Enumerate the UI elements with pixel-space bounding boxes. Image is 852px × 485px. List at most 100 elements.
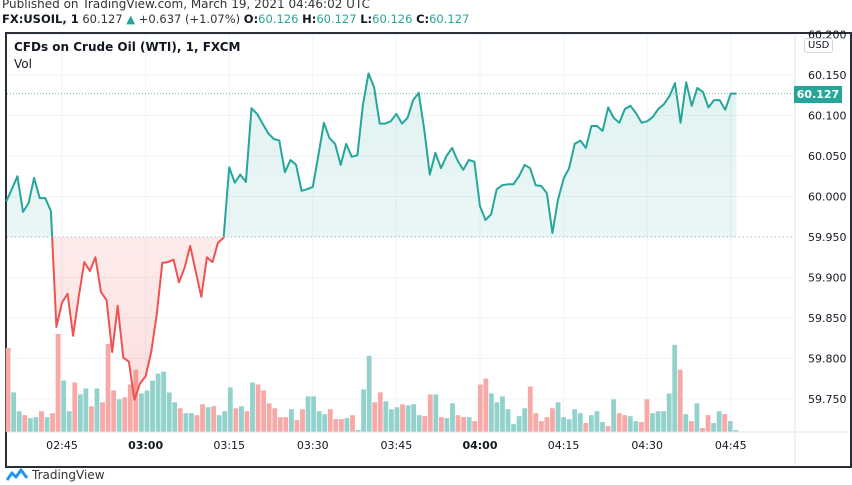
volume-bar xyxy=(5,347,11,432)
volume-bar xyxy=(50,413,55,432)
volume-bar xyxy=(177,408,183,432)
volume-bar xyxy=(72,382,78,432)
volume-bar xyxy=(411,404,417,432)
volume-bar xyxy=(200,404,205,432)
volume-bar xyxy=(711,423,716,432)
volume-bar xyxy=(377,392,383,432)
volume-bar xyxy=(66,411,72,432)
volume-bar xyxy=(266,403,272,432)
volume-bar xyxy=(216,415,222,432)
price-tick-label: 59.750 xyxy=(808,393,847,406)
brand-name: TradingView xyxy=(32,468,105,482)
volume-bar xyxy=(583,423,589,432)
chart-frame xyxy=(5,32,852,468)
volume-bar xyxy=(61,380,67,432)
volume-bar xyxy=(611,399,616,432)
volume-bar xyxy=(700,428,705,432)
volume-bar xyxy=(11,392,17,432)
open-value: 60.126 xyxy=(258,12,299,26)
tradingview-logo[interactable]: TradingView xyxy=(6,468,105,482)
volume-bar xyxy=(239,406,244,432)
volume-bar xyxy=(355,430,361,432)
volume-bar xyxy=(361,389,367,432)
price-change: +0.637 (+1.07%) xyxy=(138,12,241,26)
volume-bars xyxy=(5,333,739,432)
volume-bar xyxy=(189,413,194,432)
volume-bar xyxy=(716,411,722,432)
volume-bar xyxy=(616,413,622,432)
currency-badge[interactable]: USD xyxy=(804,38,834,53)
volume-bar xyxy=(527,386,533,432)
volume-bar xyxy=(316,411,322,432)
time-axis[interactable]: 02:45 03:00 03:15 03:30 03:45 04:00 04:15 04:30… xyxy=(46,439,746,452)
volume-bar xyxy=(33,417,39,432)
volume-bar xyxy=(622,415,628,432)
close-value: 60.127 xyxy=(429,12,470,26)
volume-bar xyxy=(55,333,61,432)
high-value: 60.127 xyxy=(316,12,357,26)
volume-bar xyxy=(289,409,294,432)
price-tick-label: 59.900 xyxy=(808,272,847,285)
volume-bar xyxy=(366,355,372,432)
current-price-label: 60.127 xyxy=(794,86,842,103)
volume-bar xyxy=(522,408,528,432)
volume-bar xyxy=(122,397,128,432)
symbol-bar: FX:USOIL, 1 60.127 ▲ +0.637 (+1.07%) O:6… xyxy=(2,12,469,26)
open-label: O: xyxy=(243,12,259,26)
price-tick-label: 60.150 xyxy=(808,69,847,82)
volume-bar xyxy=(450,403,455,432)
volume-bar xyxy=(344,418,350,432)
symbol-name: FX:USOIL, 1 xyxy=(2,12,79,26)
volume-bar xyxy=(405,405,411,432)
volume-bar xyxy=(483,378,489,432)
volume-bar xyxy=(466,417,472,432)
volume-bar xyxy=(438,417,444,432)
volume-bar xyxy=(494,402,500,432)
volume-bar xyxy=(577,413,583,432)
volume-bar xyxy=(161,371,167,432)
volume-bar xyxy=(388,409,394,432)
volume-bar xyxy=(150,380,155,432)
volume-bar xyxy=(44,417,50,432)
up-triangle-icon: ▲ xyxy=(126,12,136,26)
volume-bar xyxy=(600,422,605,432)
time-tick-label: 03:45 xyxy=(381,439,413,452)
volume-bar xyxy=(511,424,517,432)
price-line-up xyxy=(5,72,737,237)
volume-bar xyxy=(16,411,22,432)
volume-bar xyxy=(444,418,450,432)
area-above-baseline xyxy=(6,73,737,237)
volume-bar xyxy=(127,384,133,432)
time-tick-label: 03:30 xyxy=(297,439,329,452)
volume-bar xyxy=(566,419,572,432)
reference-lines xyxy=(7,93,795,238)
volume-bar xyxy=(255,384,261,432)
volume-bar xyxy=(644,399,650,432)
volume-bar xyxy=(672,344,678,432)
volume-bar xyxy=(166,392,172,432)
time-tick-label: 02:45 xyxy=(46,439,78,452)
time-tick-label: 04:30 xyxy=(631,439,663,452)
volume-bar xyxy=(383,401,389,432)
volume-bar xyxy=(183,413,189,432)
volume-bar xyxy=(300,409,305,432)
volume-legend: Vol xyxy=(14,57,32,71)
volume-bar xyxy=(605,426,611,432)
volume-bar xyxy=(311,396,317,432)
volume-bar xyxy=(133,369,139,432)
time-tick-label: 04:00 xyxy=(462,439,497,452)
volume-bar xyxy=(27,418,33,432)
published-caption: Published on TradingView.com, March 19, … xyxy=(2,0,370,11)
volume-bar xyxy=(222,411,228,432)
volume-bar xyxy=(116,399,122,432)
time-tick-label: 04:45 xyxy=(715,439,747,452)
volume-bar xyxy=(261,390,267,432)
volume-bar xyxy=(400,404,405,432)
price-tick-label: 59.850 xyxy=(808,312,847,325)
volume-bar xyxy=(39,411,44,432)
volume-bar xyxy=(100,402,105,432)
volume-bar xyxy=(666,393,672,432)
volume-bar xyxy=(194,415,200,432)
volume-bar xyxy=(105,343,111,432)
